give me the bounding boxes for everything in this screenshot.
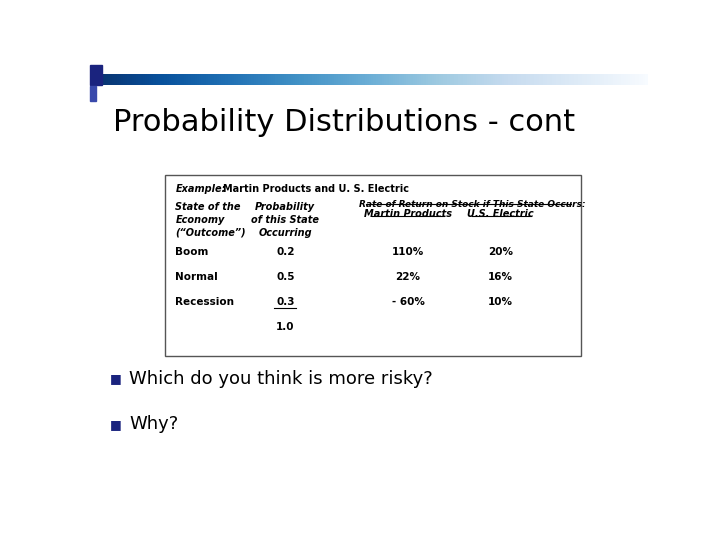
Text: Recession: Recession <box>176 297 235 307</box>
Text: Probability Distributions - cont: Probability Distributions - cont <box>114 109 575 138</box>
Text: 22%: 22% <box>395 272 420 282</box>
Text: Probability
of this State
Occurring: Probability of this State Occurring <box>251 202 319 238</box>
Text: 20%: 20% <box>487 247 513 257</box>
Text: 10%: 10% <box>487 297 513 307</box>
Text: Normal: Normal <box>176 272 218 282</box>
Text: Boom: Boom <box>176 247 209 257</box>
FancyBboxPatch shape <box>166 175 581 356</box>
Bar <box>90 65 102 85</box>
Text: - 60%: - 60% <box>392 297 425 307</box>
Text: Martin Products and U. S. Electric: Martin Products and U. S. Electric <box>222 184 409 194</box>
Text: ■: ■ <box>109 418 121 431</box>
Bar <box>90 86 96 102</box>
Text: 0.5: 0.5 <box>276 272 294 282</box>
Text: U.S. Electric: U.S. Electric <box>467 210 534 219</box>
Text: 1.0: 1.0 <box>276 322 294 332</box>
Text: ■: ■ <box>109 372 121 385</box>
Text: Martin Products: Martin Products <box>364 210 452 219</box>
Text: 110%: 110% <box>392 247 424 257</box>
Text: 16%: 16% <box>487 272 513 282</box>
Text: Rate of Return on Stock if This State Occurs:: Rate of Return on Stock if This State Oc… <box>359 200 585 209</box>
Text: Why?: Why? <box>129 415 179 434</box>
Text: Which do you think is more risky?: Which do you think is more risky? <box>129 370 433 388</box>
Text: Example:: Example: <box>176 184 226 194</box>
Text: State of the
Economy
(“Outcome”): State of the Economy (“Outcome”) <box>176 202 246 238</box>
Text: 0.3: 0.3 <box>276 297 294 307</box>
Text: 0.2: 0.2 <box>276 247 294 257</box>
